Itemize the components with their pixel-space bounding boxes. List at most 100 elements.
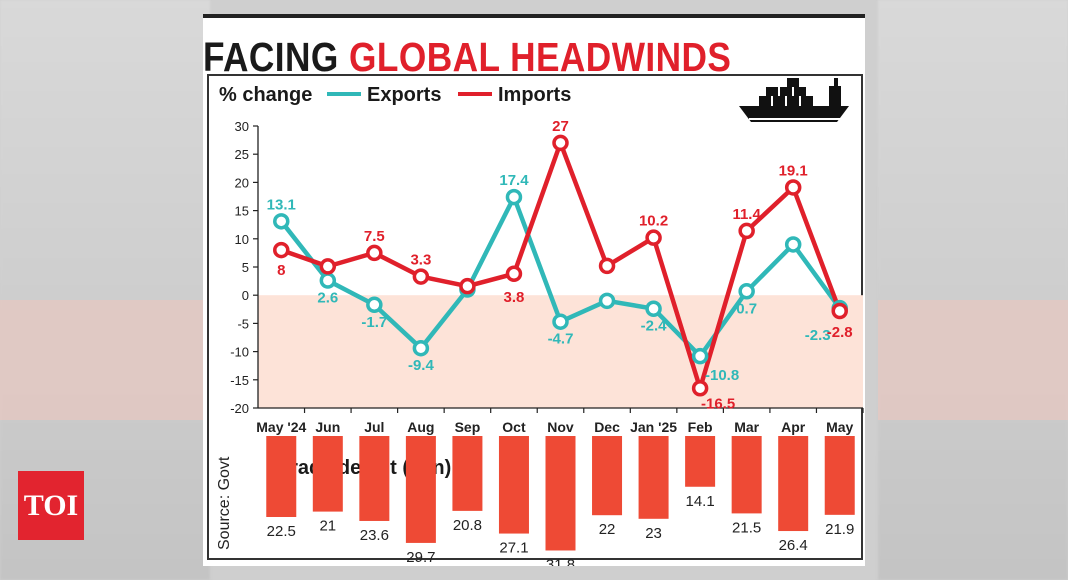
exports-data-label: 17.4: [499, 172, 529, 189]
imports-data-label: 3.3: [410, 252, 431, 269]
imports-point: [459, 277, 476, 295]
deficit-bar: [685, 436, 716, 487]
y-tick-label: -15: [230, 373, 249, 388]
imports-data-label: 8: [277, 262, 285, 279]
negative-region-band: [258, 295, 863, 408]
deficit-value-label: 26.4: [779, 537, 808, 554]
x-tick-label: Feb: [688, 419, 713, 435]
x-tick-label: May: [826, 419, 853, 435]
imports-data-label: 19.1: [779, 162, 808, 179]
x-tick-label: Apr: [781, 419, 806, 435]
deficit-value-label: 29.7: [406, 549, 435, 566]
deficit-value-label: 23: [645, 525, 662, 542]
plot-area: 30 25 20 15 10 5 0 -5 -10 -15 -20 May '24 Jun Jul Aug S…: [230, 118, 864, 566]
imports-point: [552, 134, 569, 152]
background-band-right: [878, 300, 1068, 420]
exports-data-label: -2.4: [641, 318, 668, 335]
y-tick-label: 0: [242, 288, 249, 303]
deficit-value-label: 21: [319, 518, 336, 535]
exports-point: [366, 296, 383, 314]
exports-point: [691, 347, 709, 365]
deficit-bar: [778, 436, 809, 532]
deficit-bar: [266, 436, 297, 517]
toi-logo: TOI: [18, 471, 84, 540]
exports-point: [273, 213, 290, 230]
imports-point: [412, 268, 430, 285]
deficit-value-label: 22.5: [267, 523, 296, 540]
deficit-bar: [824, 436, 855, 515]
x-tick-label: Dec: [594, 419, 620, 435]
x-tick-label: Jun: [315, 419, 340, 435]
exports-data-label: -10.8: [705, 367, 739, 384]
x-tick-label: Aug: [407, 419, 434, 435]
x-tick-label: May '24: [256, 419, 306, 435]
imports-data-label: 3.8: [504, 289, 525, 306]
imports-point: [366, 244, 383, 262]
imports-point: [505, 265, 523, 283]
deficit-bar: [498, 436, 529, 534]
imports-point: [831, 302, 848, 320]
deficit-bar: [452, 436, 483, 511]
deficit-value-label: 31.8: [546, 556, 575, 566]
deficit-value-label: 21.9: [825, 521, 854, 538]
source-label: Source: Govt: [216, 456, 233, 550]
y-tick-label: -5: [237, 316, 249, 331]
imports-data-label: -16.5: [701, 395, 735, 412]
deficit-bar: [359, 436, 390, 521]
imports-point: [319, 258, 337, 275]
trade-chart: % change Exports Imports Source: Govt Tr…: [216, 78, 864, 566]
deficit-bar: [405, 436, 436, 543]
infographic-card: FACING GLOBAL HEADWINDS % change Exports…: [203, 14, 865, 566]
exports-point: [598, 292, 616, 310]
deficit-bar: [592, 436, 623, 516]
headline-part2: GLOBAL HEADWINDS: [349, 34, 732, 80]
imports-point: [784, 179, 802, 196]
background-blur-right: [878, 0, 1068, 580]
deficit-bar: [312, 436, 343, 512]
exports-data-label: 2.6: [317, 290, 338, 307]
exports-point: [784, 236, 802, 253]
y-tick-label: 25: [235, 147, 249, 162]
y-tick-label: 30: [235, 119, 249, 134]
exports-point: [738, 283, 755, 300]
imports-data-label: 27: [552, 118, 569, 135]
y-tick-label: -10: [230, 345, 249, 360]
imports-point: [273, 241, 290, 259]
imports-point: [598, 257, 616, 275]
top-rule: [203, 14, 865, 18]
unit-label: % change: [219, 84, 312, 106]
exports-data-label: 0.7: [736, 300, 757, 317]
x-tick-label: Jul: [364, 419, 384, 435]
deficit-value-label: 27.1: [499, 540, 528, 557]
ship-icon: [739, 78, 849, 122]
legend-exports-label: Exports: [367, 84, 441, 106]
exports-point: [505, 188, 523, 206]
exports-data-label: 13.1: [267, 196, 296, 213]
exports-data-label: -1.7: [361, 314, 387, 331]
x-tick-label: Sep: [455, 419, 481, 435]
y-tick-label: 15: [235, 204, 249, 219]
deficit-value-label: 22: [599, 521, 616, 538]
headline-part1: FACING: [203, 34, 339, 80]
background-band-left: [0, 300, 210, 420]
y-tick-label: 10: [235, 232, 249, 247]
imports-point: [645, 229, 662, 246]
legend-imports-label: Imports: [498, 84, 571, 106]
exports-point: [319, 272, 337, 289]
y-tick-label: 20: [235, 175, 249, 190]
x-tick-label: Oct: [502, 419, 526, 435]
exports-data-label: -2.3: [805, 327, 831, 344]
deficit-value-label: 21.5: [732, 519, 761, 536]
imports-point: [738, 222, 755, 240]
exports-point: [412, 339, 430, 357]
imports-data-label: 10.2: [639, 213, 668, 230]
y-tick-label: 5: [242, 260, 249, 275]
imports-data-label: 7.5: [364, 228, 385, 245]
exports-point: [552, 313, 569, 330]
exports-data-label: -9.4: [408, 357, 435, 374]
deficit-value-label: 14.1: [686, 493, 715, 510]
x-tick-label: Mar: [734, 419, 759, 435]
exports-point: [645, 300, 662, 317]
imports-data-label: -2.8: [827, 324, 853, 341]
headline: FACING GLOBAL HEADWINDS: [203, 34, 731, 80]
